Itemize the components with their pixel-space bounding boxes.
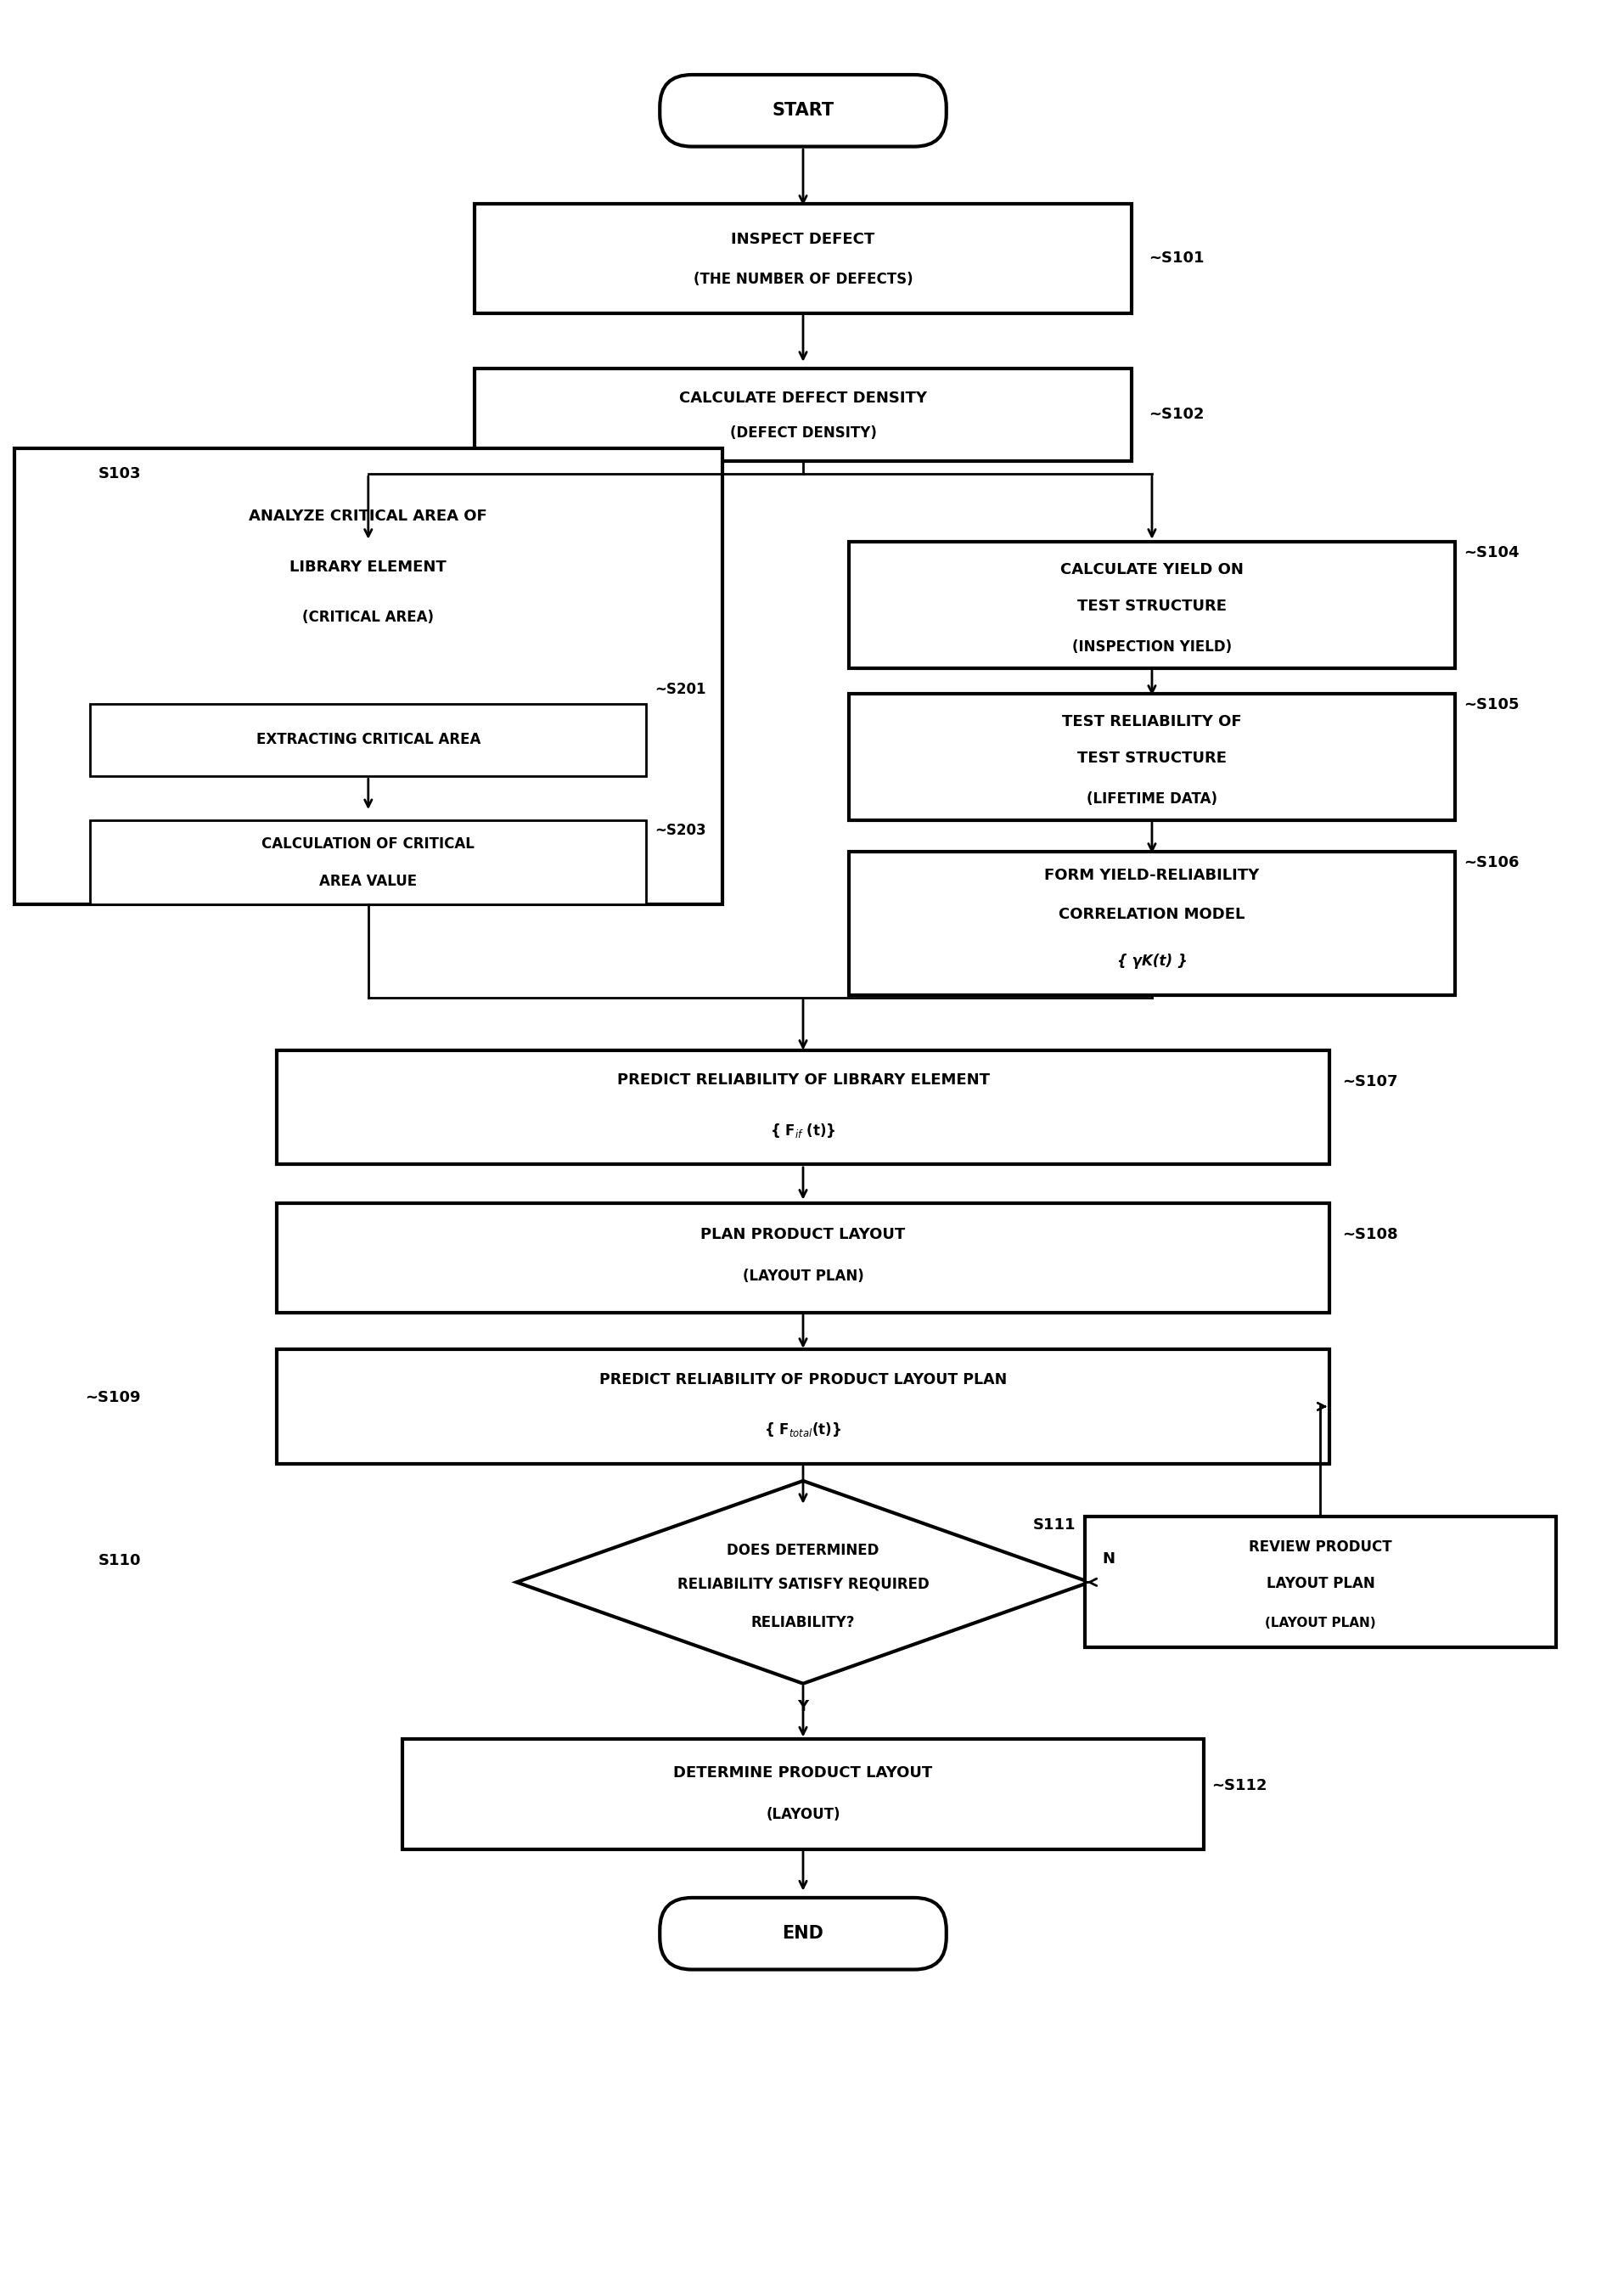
Text: INSPECT DEFECT: INSPECT DEFECT — [731, 232, 874, 246]
Text: { γK(t) }: { γK(t) } — [1117, 953, 1188, 969]
Text: TEST STRUCTURE: TEST STRUCTURE — [1077, 751, 1226, 767]
Text: ~S201: ~S201 — [654, 682, 705, 698]
Text: ~S105: ~S105 — [1464, 698, 1519, 712]
Text: S110: S110 — [98, 1554, 141, 1568]
Text: (INSPECTION YIELD): (INSPECTION YIELD) — [1072, 638, 1233, 654]
Text: REVIEW PRODUCT: REVIEW PRODUCT — [1249, 1538, 1392, 1554]
Text: CALCULATE DEFECT DENSITY: CALCULATE DEFECT DENSITY — [680, 390, 927, 406]
Text: END: END — [783, 1924, 824, 1942]
Text: EXTRACTING CRITICAL AREA: EXTRACTING CRITICAL AREA — [256, 732, 480, 748]
Text: ~S102: ~S102 — [1149, 406, 1204, 422]
FancyBboxPatch shape — [848, 542, 1456, 668]
FancyBboxPatch shape — [276, 1052, 1329, 1164]
Text: PLAN PRODUCT LAYOUT: PLAN PRODUCT LAYOUT — [701, 1228, 905, 1242]
Text: (LAYOUT PLAN): (LAYOUT PLAN) — [742, 1270, 863, 1283]
FancyBboxPatch shape — [848, 852, 1456, 994]
Text: PREDICT RELIABILITY OF LIBRARY ELEMENT: PREDICT RELIABILITY OF LIBRARY ELEMENT — [617, 1072, 990, 1088]
Text: (CRITICAL AREA): (CRITICAL AREA) — [302, 611, 434, 625]
Text: TEST STRUCTURE: TEST STRUCTURE — [1077, 599, 1226, 613]
Text: (LAYOUT PLAN): (LAYOUT PLAN) — [1265, 1616, 1376, 1630]
Polygon shape — [516, 1481, 1090, 1683]
Text: (LAYOUT): (LAYOUT) — [767, 1807, 840, 1823]
Text: CALCULATE YIELD ON: CALCULATE YIELD ON — [1061, 563, 1244, 576]
FancyBboxPatch shape — [1085, 1518, 1557, 1649]
FancyBboxPatch shape — [276, 1203, 1329, 1313]
Text: AREA VALUE: AREA VALUE — [320, 872, 418, 889]
FancyBboxPatch shape — [474, 204, 1131, 312]
Text: ~S101: ~S101 — [1149, 250, 1204, 266]
Text: ~S112: ~S112 — [1212, 1777, 1268, 1793]
Text: LIBRARY ELEMENT: LIBRARY ELEMENT — [289, 560, 447, 574]
Text: ~S109: ~S109 — [85, 1391, 141, 1405]
FancyBboxPatch shape — [474, 367, 1131, 461]
FancyBboxPatch shape — [276, 1350, 1329, 1463]
Text: S111: S111 — [1033, 1518, 1077, 1531]
Text: Y: Y — [797, 1699, 808, 1715]
Text: PREDICT RELIABILITY OF PRODUCT LAYOUT PLAN: PREDICT RELIABILITY OF PRODUCT LAYOUT PL… — [599, 1371, 1008, 1387]
FancyBboxPatch shape — [90, 820, 646, 905]
Text: RELIABILITY SATISFY REQUIRED: RELIABILITY SATISFY REQUIRED — [677, 1577, 929, 1591]
Text: { F$_{if}$ (t)}: { F$_{if}$ (t)} — [770, 1120, 836, 1139]
Text: N: N — [1102, 1550, 1115, 1566]
FancyBboxPatch shape — [14, 448, 722, 905]
Text: ANALYZE CRITICAL AREA OF: ANALYZE CRITICAL AREA OF — [249, 507, 487, 523]
Text: ~S203: ~S203 — [654, 822, 705, 838]
FancyBboxPatch shape — [90, 705, 646, 776]
Text: ~S106: ~S106 — [1464, 854, 1519, 870]
Text: ~S107: ~S107 — [1342, 1075, 1398, 1091]
Text: START: START — [771, 101, 834, 119]
Text: RELIABILITY?: RELIABILITY? — [750, 1614, 855, 1630]
Text: FORM YIELD-RELIABILITY: FORM YIELD-RELIABILITY — [1045, 868, 1260, 882]
Text: (LIFETIME DATA): (LIFETIME DATA) — [1086, 792, 1218, 806]
Text: ~S104: ~S104 — [1464, 544, 1519, 560]
Text: CALCULATION OF CRITICAL: CALCULATION OF CRITICAL — [262, 836, 474, 852]
Text: CORRELATION MODEL: CORRELATION MODEL — [1059, 907, 1245, 923]
Text: LAYOUT PLAN: LAYOUT PLAN — [1266, 1577, 1374, 1591]
Text: (THE NUMBER OF DEFECTS): (THE NUMBER OF DEFECTS) — [693, 271, 913, 287]
FancyBboxPatch shape — [660, 76, 947, 147]
Text: ~S108: ~S108 — [1342, 1228, 1398, 1242]
FancyBboxPatch shape — [403, 1740, 1204, 1848]
Text: (DEFECT DENSITY): (DEFECT DENSITY) — [730, 425, 876, 441]
Text: DOES DETERMINED: DOES DETERMINED — [726, 1543, 879, 1557]
Text: { F$_{total}$(t)}: { F$_{total}$(t)} — [765, 1421, 842, 1437]
Text: S103: S103 — [98, 466, 141, 482]
Text: DETERMINE PRODUCT LAYOUT: DETERMINE PRODUCT LAYOUT — [673, 1766, 932, 1782]
FancyBboxPatch shape — [848, 693, 1456, 820]
Text: TEST RELIABILITY OF: TEST RELIABILITY OF — [1062, 714, 1242, 730]
FancyBboxPatch shape — [660, 1899, 947, 1970]
